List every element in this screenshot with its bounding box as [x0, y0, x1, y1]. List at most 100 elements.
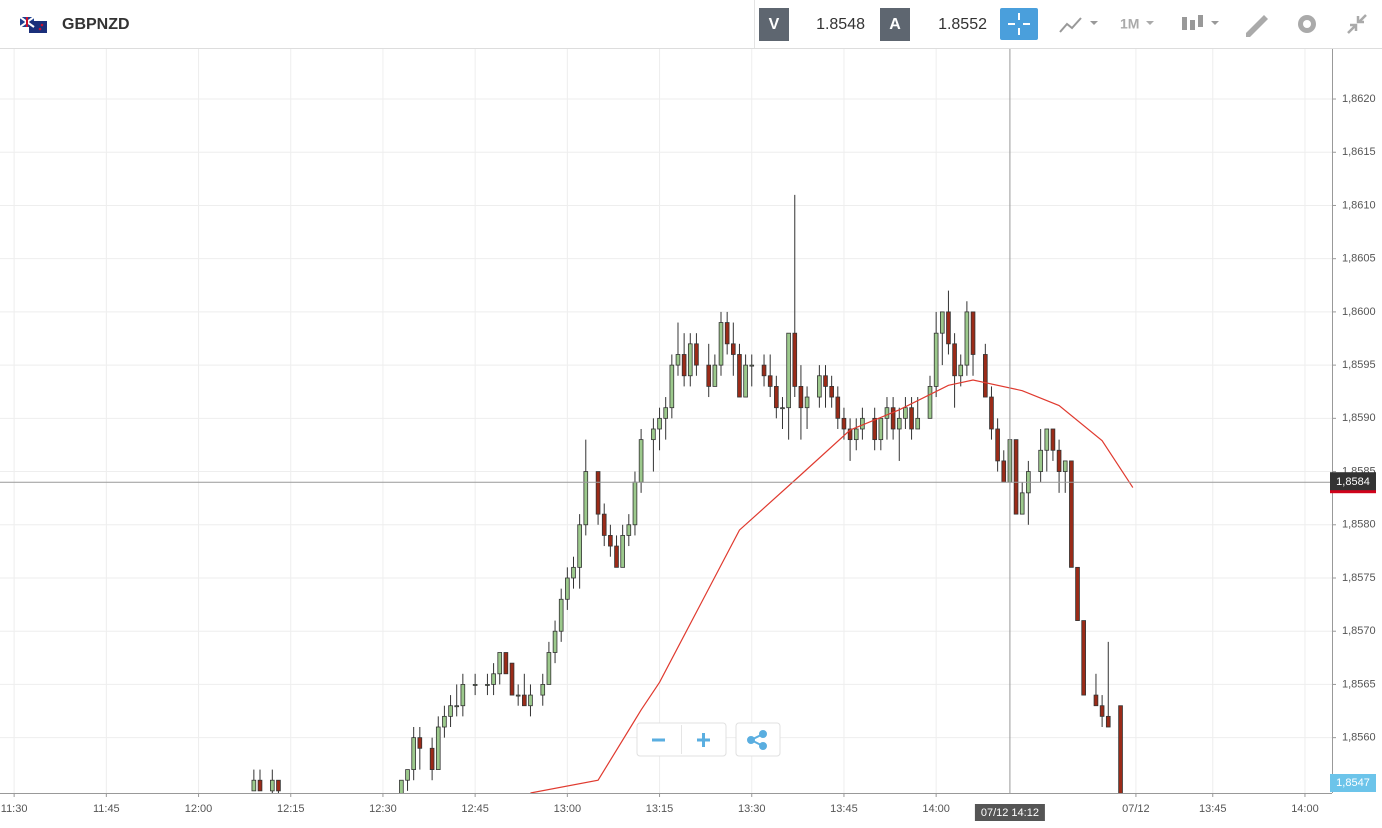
- candle-body: [1019, 492, 1025, 515]
- candle-body: [608, 535, 613, 547]
- candle-body: [780, 407, 785, 410]
- x-tick-label: 13:15: [646, 803, 674, 815]
- candle-body: [896, 417, 902, 430]
- candle-body: [497, 652, 503, 675]
- candle-body: [946, 311, 951, 345]
- x-tick-label: 12:00: [185, 803, 213, 815]
- candle-body: [540, 684, 546, 696]
- collapse-button[interactable]: [1347, 14, 1367, 34]
- candle-body: [565, 577, 570, 600]
- candle-body: [737, 354, 742, 398]
- candle-body: [620, 535, 625, 568]
- candle-body: [761, 364, 767, 377]
- x-tick-label: 12:15: [277, 803, 305, 815]
- x-tick-label: 11:45: [93, 803, 120, 815]
- candle-body: [774, 386, 779, 409]
- candle-body: [663, 407, 668, 419]
- candle-body: [933, 332, 939, 387]
- x-tick-label: 14:00: [1291, 803, 1319, 815]
- candle-body: [1056, 449, 1062, 472]
- candle-body: [995, 428, 1000, 462]
- sell-label[interactable]: V: [769, 16, 780, 33]
- candle-body: [724, 322, 730, 345]
- candle-body: [1069, 460, 1074, 568]
- candle-body: [767, 375, 773, 387]
- candle-body: [872, 417, 877, 441]
- candle-body: [860, 417, 865, 430]
- candle-body: [448, 705, 453, 717]
- candle-type-button[interactable]: [1182, 15, 1219, 30]
- crosshair-price-box: [1330, 472, 1376, 493]
- candle-body: [958, 364, 964, 377]
- y-tick-label: 1,8595: [1342, 359, 1376, 371]
- candle-body: [435, 726, 441, 770]
- candle-body: [491, 673, 496, 685]
- draw-tool-button[interactable]: [1246, 15, 1268, 37]
- candle-body: [429, 747, 435, 770]
- x-tick-label: 13:45: [830, 803, 858, 815]
- candle-body: [485, 684, 490, 686]
- candle-body: [909, 407, 914, 430]
- candle-body: [1081, 620, 1086, 696]
- y-tick-label: 1,8570: [1342, 625, 1376, 637]
- zoom-controls: [636, 722, 781, 757]
- candle-body: [829, 386, 834, 398]
- buy-label[interactable]: A: [889, 16, 901, 33]
- crosshair-time-label: 07/12 14:12: [981, 807, 1039, 819]
- candle-body: [1105, 715, 1111, 728]
- candle-body: [571, 566, 576, 579]
- x-tick-label: 13:00: [554, 803, 582, 815]
- candle-body: [454, 705, 460, 708]
- candle-body: [1001, 460, 1007, 483]
- sell-price: 1.8548: [816, 16, 865, 33]
- y-tick-label: 1,8620: [1342, 93, 1376, 105]
- candle-body: [460, 684, 466, 707]
- candle-body: [694, 343, 699, 366]
- x-tick-label: 13:30: [738, 803, 766, 815]
- candle-body: [878, 417, 884, 441]
- candle-body: [952, 343, 957, 377]
- candle-body: [405, 769, 410, 781]
- timeframe-caret[interactable]: [1146, 21, 1154, 25]
- candle-body: [595, 471, 601, 515]
- sell-button[interactable]: [759, 8, 789, 41]
- candle-body: [651, 428, 656, 441]
- last-price-box: [1330, 774, 1376, 792]
- crosshair-button[interactable]: [1000, 8, 1038, 40]
- candle-body: [515, 694, 521, 697]
- zoom-in-button[interactable]: [697, 733, 710, 747]
- candle-body: [257, 779, 263, 792]
- candle-body: [1062, 460, 1068, 472]
- candle-body: [804, 396, 810, 409]
- candle-body: [853, 428, 859, 441]
- candle-body: [528, 694, 533, 707]
- candle-body: [983, 354, 988, 398]
- y-tick-label: 1,8590: [1342, 412, 1376, 424]
- candle-body: [841, 417, 847, 430]
- share-button[interactable]: [747, 730, 767, 750]
- y-tick-label: 1,8600: [1342, 306, 1376, 318]
- candle-body: [1038, 449, 1043, 472]
- y-tick-label: 1,8575: [1342, 572, 1376, 584]
- candle-body: [1013, 439, 1019, 515]
- settings-button[interactable]: [1298, 15, 1316, 33]
- candle-body: [817, 375, 822, 398]
- candle-body: [1050, 428, 1056, 451]
- chart-type-button[interactable]: [1059, 17, 1098, 33]
- candle-body: [411, 737, 416, 770]
- x-tick-label: 07/12: [1122, 803, 1150, 815]
- timeframe-button[interactable]: 1M: [1120, 16, 1139, 32]
- flag-icon: [19, 16, 47, 33]
- x-tick-label: 12:30: [369, 803, 397, 815]
- candle-body: [577, 524, 582, 568]
- y-tick-label: 1,8565: [1342, 678, 1376, 690]
- candle-body: [712, 364, 718, 387]
- candle-body: [657, 417, 662, 430]
- buy-price: 1.8552: [938, 16, 987, 33]
- moving-average-line: [530, 379, 1134, 793]
- candle-body: [970, 311, 976, 355]
- candle-body: [1093, 694, 1099, 707]
- candle-body: [835, 396, 841, 419]
- x-tick-label: 14:00: [922, 803, 950, 815]
- buy-button[interactable]: [880, 8, 910, 41]
